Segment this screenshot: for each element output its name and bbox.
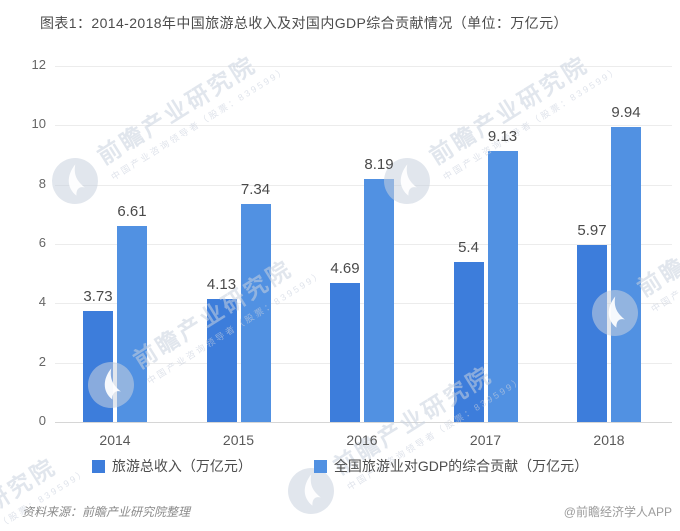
legend-swatch-icon <box>313 459 327 473</box>
bar-value-label: 8.19 <box>364 156 394 174</box>
bar-value-label: 9.94 <box>611 104 641 122</box>
y-axis-tick-label: 12 <box>31 57 46 72</box>
y-axis-tick-label: 8 <box>38 175 46 191</box>
y-axis-tick-label: 0 <box>38 413 46 428</box>
brand-note: @前瞻经济学人APP <box>563 505 672 519</box>
x-axis-label: 2018 <box>593 432 625 448</box>
source-note: 资料来源：前瞻产业研究院整理 <box>22 505 191 519</box>
x-axis-label: 2017 <box>469 432 502 448</box>
y-axis-tick-label: 4 <box>38 294 46 310</box>
bar-2017-series2 <box>487 151 518 422</box>
bar-value-label: 9.13 <box>487 128 518 146</box>
bar-value-label: 7.34 <box>240 181 271 199</box>
bar-2017-series1 <box>453 261 484 422</box>
bar-value-label: 3.73 <box>83 288 113 306</box>
bar-2015-series2 <box>240 204 271 422</box>
bar-2018-series2 <box>611 127 641 422</box>
y-axis-tick-label: 10 <box>31 116 46 132</box>
y-axis-tick-label: 2 <box>38 353 46 369</box>
gridline-y-6 <box>55 244 672 245</box>
legend-label: 全国旅游业对GDP的综合贡献（万亿元） <box>333 458 589 474</box>
legend-swatch-icon <box>91 459 105 473</box>
bar-value-label: 4.13 <box>206 276 237 294</box>
gridline-y-12 <box>55 66 672 67</box>
bar-value-label: 6.61 <box>117 202 147 220</box>
gridline-y-8 <box>55 184 672 186</box>
bar-value-label: 5.97 <box>577 221 607 239</box>
gridline-y-2 <box>55 362 672 364</box>
legend-item-series1: 旅游总收入（万亿元） <box>91 456 252 476</box>
bar-2014-series2 <box>117 225 147 422</box>
gridline-y-4 <box>55 303 672 305</box>
chart-title: 图表1：2014-2018年中国旅游总收入及对国内GDP综合贡献情况（单位：万亿… <box>40 15 568 31</box>
gridline-y-0 <box>55 422 672 423</box>
x-axis-label: 2014 <box>99 432 131 448</box>
y-axis-tick-label: 6 <box>38 235 46 250</box>
bar-2018-series1 <box>577 244 607 422</box>
legend-item-series2: 全国旅游业对GDP的综合贡献（万亿元） <box>313 456 589 476</box>
bar-value-label: 5.4 <box>458 238 479 256</box>
legend: 旅游总收入（万亿元） 全国旅游业对GDP的综合贡献（万亿元） <box>0 456 680 476</box>
bar-value-label: 4.69 <box>330 259 360 277</box>
legend-label: 旅游总收入（万亿元） <box>111 458 252 474</box>
bar-2016-series1 <box>330 282 360 422</box>
bar-2015-series1 <box>206 299 237 422</box>
bar-2016-series2 <box>364 179 394 422</box>
gridline-y-10 <box>55 125 672 127</box>
x-axis-label: 2016 <box>346 432 378 448</box>
x-axis-label: 2015 <box>222 432 255 448</box>
bar-2014-series1 <box>83 311 113 422</box>
